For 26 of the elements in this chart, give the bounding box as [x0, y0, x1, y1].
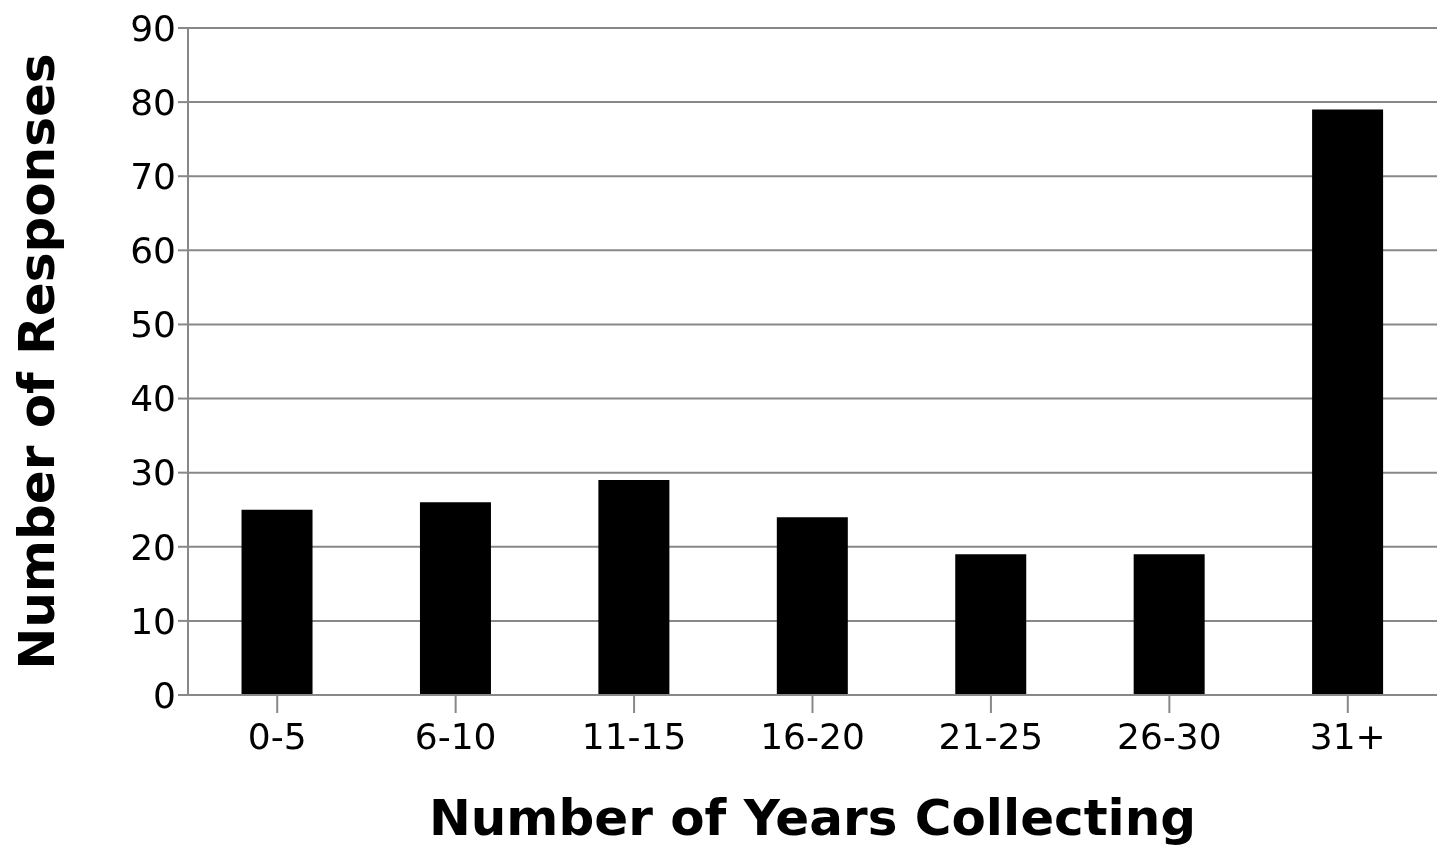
x-tick-label: 0-5	[247, 715, 307, 757]
y-tick-label: 50	[130, 304, 176, 346]
x-tick-label: 31+	[1309, 715, 1386, 757]
y-tick-label: 20	[130, 526, 176, 568]
x-tick-label: 6-10	[414, 715, 497, 757]
bar	[598, 480, 670, 695]
y-tick-label: 10	[130, 600, 176, 642]
y-tick-label: 90	[130, 7, 176, 49]
y-tick-label: 60	[130, 230, 176, 272]
x-axis-title: Number of Years Collecting	[428, 789, 1197, 847]
y-tick-label: 70	[130, 156, 176, 197]
y-tick-label: 40	[130, 378, 176, 420]
bar	[1312, 109, 1384, 695]
bar	[419, 502, 491, 695]
bar	[1133, 554, 1205, 695]
bar	[241, 509, 313, 695]
bar	[776, 517, 848, 695]
x-tick-label: 26-30	[1117, 715, 1222, 757]
x-tick-label: 11-15	[581, 715, 687, 757]
y-tick-label: 30	[130, 452, 176, 494]
bar	[955, 554, 1027, 695]
y-tick-label: 0	[153, 674, 176, 716]
y-axis-title: Number of Responses	[7, 53, 66, 670]
x-tick-label: 16-20	[760, 715, 865, 757]
y-tick-label: 80	[130, 81, 176, 123]
x-tick-label: 21-25	[938, 715, 1044, 757]
